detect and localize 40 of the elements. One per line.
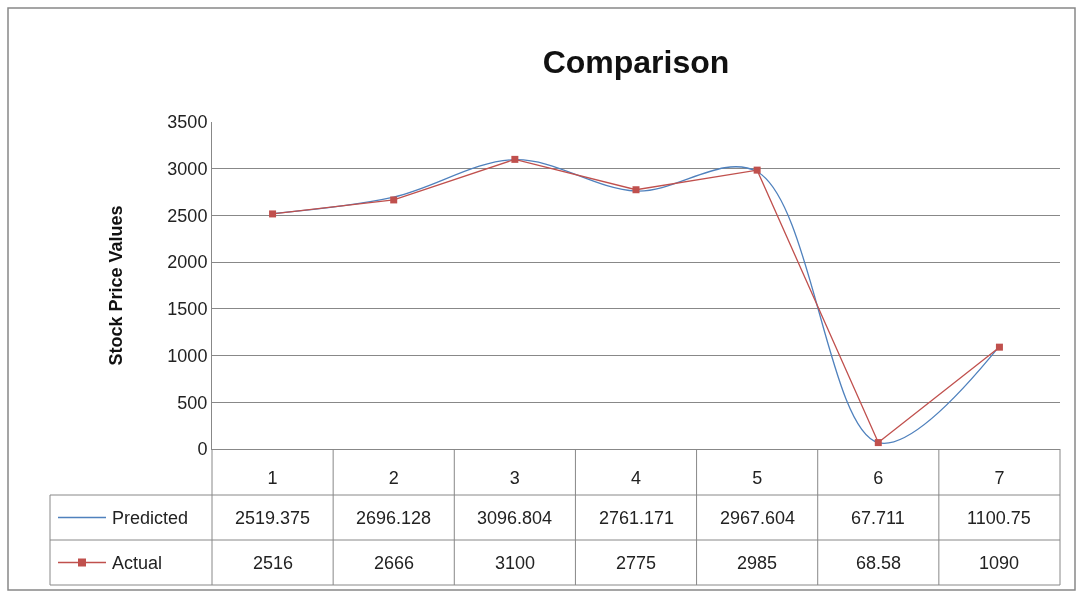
data-label: 2761.171 [599,508,675,528]
y-tick-label: 2000 [167,252,208,273]
data-label: 2775 [616,553,657,573]
x-tick-label: 2 [388,467,399,488]
point [511,155,519,163]
data-label: 2696.128 [356,508,432,528]
point [632,186,640,194]
x-tick-label: 6 [873,467,884,488]
y-tick-label: 500 [177,392,208,413]
data-label: 2516 [253,553,294,573]
data-label: 3100 [495,553,536,573]
data-label: 2985 [737,553,778,573]
y-tick-label: 3500 [167,112,208,133]
y-tick-label: 0 [197,439,208,460]
data-label: 1100.75 [967,508,1031,528]
point [269,210,277,218]
y-tick-label: 1500 [167,299,208,320]
point [874,439,882,447]
x-tick-label: 1 [267,467,278,488]
x-tick-label: 7 [994,467,1005,488]
x-tick-label: 4 [630,467,642,488]
point [753,166,761,174]
y-tick-label: 2500 [167,205,208,226]
point [995,343,1003,351]
data-label: 2519.375 [235,508,311,528]
data-label: 2666 [374,553,415,573]
y-tick-label: 1000 [167,345,208,366]
legend-label: Actual [112,553,163,573]
legend-label: Predicted [112,508,189,528]
data-label: 1090 [979,553,1020,573]
y-axis-title: Stock Price Values [105,205,126,366]
point [390,196,398,204]
x-tick-label: 5 [752,467,763,488]
y-tick-label: 3000 [167,159,208,180]
chart-title: Comparison [542,44,730,81]
data-label: 2967.604 [720,508,796,528]
data-label: 3096.804 [477,508,553,528]
data-label: 67.711 [851,508,905,528]
data-label: 68.58 [856,553,902,573]
x-tick-label: 3 [509,467,520,488]
